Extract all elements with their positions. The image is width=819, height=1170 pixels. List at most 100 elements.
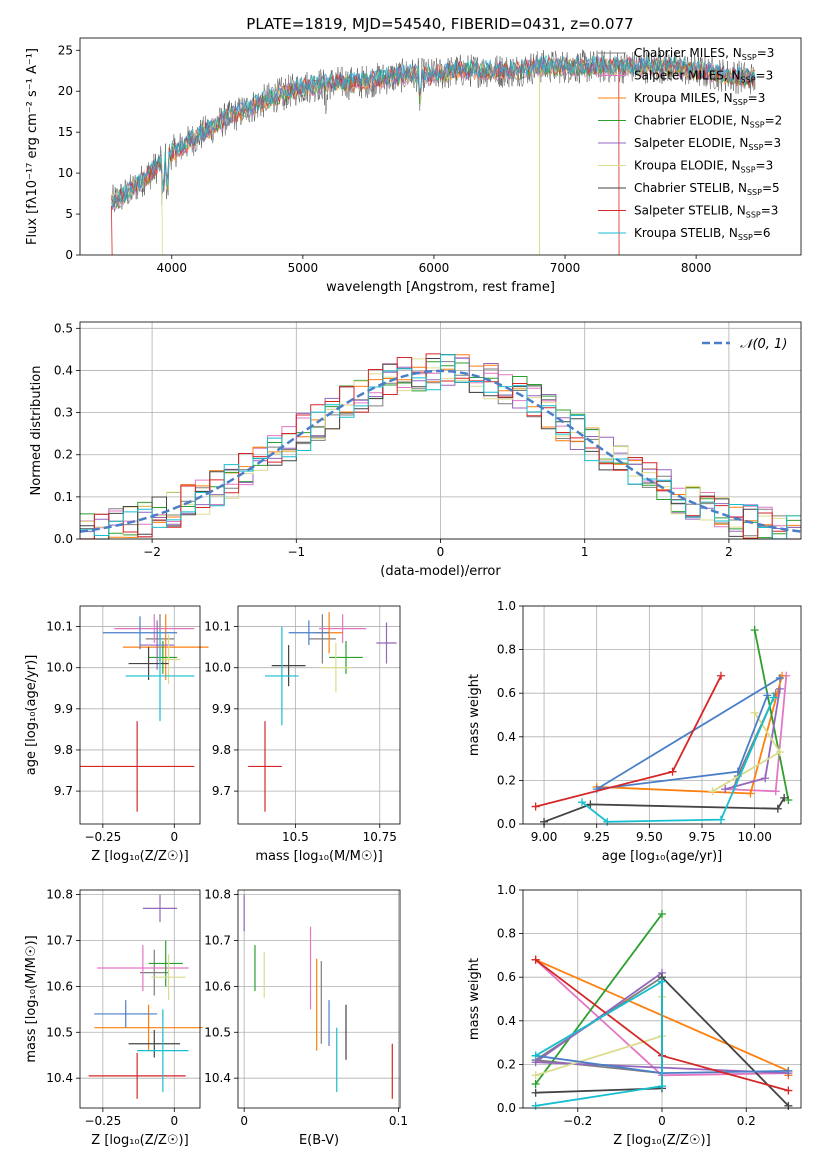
weight-marker xyxy=(668,767,677,776)
y-tick-label: 10.1 xyxy=(204,620,231,634)
y-tick-label: 0.4 xyxy=(54,363,73,377)
axes-frame xyxy=(79,37,802,256)
x-tick-label: 10.75 xyxy=(363,830,397,844)
x-tick-label: 4000 xyxy=(156,261,187,275)
x-tick-label: 0 xyxy=(170,830,178,844)
y-tick-label: 10.4 xyxy=(46,1071,73,1085)
panel-residual-histogram: −2 −1 0 1 2 0.0 0.1 0.2 0.3 0.4 0.5 (data-model)/er… xyxy=(29,321,802,579)
y-tick-label: 9.8 xyxy=(54,743,73,757)
x-tick-label: −0.2 xyxy=(563,1114,592,1128)
x-tick-label: 0 xyxy=(437,545,445,559)
weight-marker xyxy=(784,1086,793,1095)
legend-count: =3 xyxy=(756,159,774,173)
weight-line xyxy=(543,797,785,823)
weight-marker xyxy=(773,804,782,813)
y-tick-label: 0.6 xyxy=(497,970,516,984)
legend-count: =3 xyxy=(756,69,774,83)
y-tick-label: 1.0 xyxy=(497,599,516,613)
weight-line xyxy=(581,697,775,823)
plot-area xyxy=(531,909,793,1110)
weight-line xyxy=(535,675,722,808)
y-tick-label: 9.7 xyxy=(54,784,73,798)
x-tick-label: 10.5 xyxy=(282,830,309,844)
panel-weight-vs-z: −0.2 0 0.2 0.0 0.2 0.4 0.6 0.8 1.0 Z [log₁₀(Z/Z☉)… xyxy=(467,883,802,1148)
weight-line xyxy=(535,980,663,1107)
legend-subscript: SSP xyxy=(748,143,763,152)
x-tick-label: 9.75 xyxy=(689,830,716,844)
weight-marker xyxy=(750,625,759,634)
x-axis-label: Z [log₁₀(Z/Z☉)] xyxy=(91,1133,188,1148)
y-tick-label: 0.2 xyxy=(54,448,73,462)
y-tick-label: 9.9 xyxy=(212,702,231,716)
grid xyxy=(80,890,200,1108)
y-tick-label: 10.5 xyxy=(204,1025,231,1039)
grid xyxy=(238,606,400,824)
y-tick-label: 9.8 xyxy=(212,743,231,757)
y-tick-label: 1.0 xyxy=(497,883,516,897)
y-tick-label: 10.0 xyxy=(46,661,73,675)
y-tick-label: 0.0 xyxy=(497,817,516,831)
weight-marker xyxy=(531,1101,540,1110)
legend-entry: Kroupa MILES, NSSP=3 xyxy=(634,91,765,107)
weight-marker xyxy=(780,793,789,802)
x-tick-label: 0.1 xyxy=(389,1114,408,1128)
y-tick-label: 15 xyxy=(58,125,73,139)
legend-subscript: SSP xyxy=(746,211,761,220)
legend-entry: 𝒩(0, 1) xyxy=(740,337,787,352)
grid xyxy=(238,890,400,1108)
legend-label: Chabrier STELIB, N xyxy=(634,181,747,195)
model-spectrum xyxy=(111,55,756,208)
x-tick-label: 0 xyxy=(240,1114,248,1128)
weight-marker xyxy=(658,977,666,986)
legend-subscript: SSP xyxy=(741,166,756,175)
legend-entry: Chabrier ELODIE, NSSP=2 xyxy=(634,114,782,130)
legend-label: Salpeter MILES, N xyxy=(634,69,741,83)
legend-label: Kroupa ELODIE, N xyxy=(634,159,741,173)
weight-marker xyxy=(763,691,772,700)
plot-area xyxy=(243,894,393,1099)
y-axis-label: Flux [fλ10⁻¹⁷ erg cm⁻² s⁻¹ A⁻¹] xyxy=(25,48,40,245)
weight-marker xyxy=(708,787,717,796)
legend-entry: Salpeter MILES, NSSP=3 xyxy=(634,69,773,85)
y-tick-label: 10.8 xyxy=(46,888,73,902)
y-tick-label: 0.2 xyxy=(497,773,516,787)
legend-subscript: SSP xyxy=(747,188,762,197)
x-tick-label: −2 xyxy=(143,545,161,559)
y-tick-label: 10.8 xyxy=(204,888,231,902)
legend-count: =3 xyxy=(763,136,781,150)
y-tick-label: 10.7 xyxy=(204,933,231,947)
figure-title: PLATE=1819, MJD=54540, FIBERID=0431, z=0… xyxy=(246,15,633,33)
weight-marker xyxy=(603,817,612,826)
y-tick-label: 10.6 xyxy=(204,979,231,993)
y-axis-label: Normed distribution xyxy=(29,366,44,496)
weight-marker xyxy=(733,767,742,776)
legend-count: =3 xyxy=(757,46,775,60)
model-spectrum xyxy=(111,55,756,207)
legend-subscript: SSP xyxy=(733,98,748,107)
x-axis-label: age [log₁₀(age/yr)] xyxy=(602,849,723,864)
panel-mass-vs-ebv: 0 0.1 10.4 10.5 10.6 10.7 10.8 E(B-V) xyxy=(204,888,408,1148)
legend-label: Salpeter STELIB, N xyxy=(634,204,746,218)
x-tick-label: 2 xyxy=(725,545,733,559)
y-tick-label: 10.0 xyxy=(204,661,231,675)
plot-area xyxy=(88,894,203,1099)
x-tick-label: 1 xyxy=(581,545,589,559)
weight-line xyxy=(753,629,790,801)
axes-frame xyxy=(237,889,401,1109)
weight-marker xyxy=(784,796,793,805)
y-tick-label: 0.8 xyxy=(497,927,516,941)
x-axis-label: (data-model)/error xyxy=(380,564,501,579)
x-tick-label: 8000 xyxy=(681,261,712,275)
x-tick-label: 5000 xyxy=(288,261,319,275)
histogram-step xyxy=(80,354,801,540)
axes-frame xyxy=(237,605,401,825)
axes-frame xyxy=(522,889,802,1109)
weight-marker xyxy=(577,798,586,807)
x-tick-label: 9.25 xyxy=(583,830,610,844)
y-tick-label: 0.1 xyxy=(54,490,73,504)
x-tick-label: 0 xyxy=(170,1114,178,1128)
panel-spectrum: 4000 5000 6000 7000 8000 0 5 10 15 20 25 wavelength… xyxy=(25,37,802,295)
weight-marker xyxy=(746,789,755,798)
y-axis-label: mass [log₁₀(M/M☉)] xyxy=(24,935,39,1062)
x-tick-label: 9.50 xyxy=(636,830,663,844)
